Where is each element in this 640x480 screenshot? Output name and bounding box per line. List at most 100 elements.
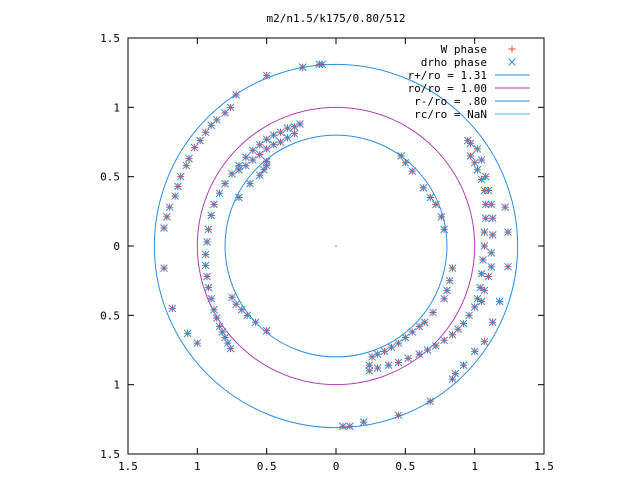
drho-phase-point <box>365 366 374 375</box>
drho-phase-point <box>207 211 216 220</box>
drho-phase-point <box>223 339 232 347</box>
legend-cross-marker <box>508 58 516 66</box>
drho-phase-point <box>276 138 285 146</box>
drho-phase-point <box>397 152 406 160</box>
legend-plus-marker <box>508 45 516 53</box>
drho-phase-point <box>204 283 213 292</box>
drho-phase-point <box>484 186 493 195</box>
drho-phase-point <box>283 124 292 132</box>
drho-phase-point <box>440 294 449 303</box>
drho-phase-point <box>477 297 486 306</box>
drho-phase-point <box>221 179 229 188</box>
x-tick-label: 1.5 <box>534 460 554 473</box>
drho-phase-point <box>182 161 191 170</box>
drho-phase-point <box>290 129 299 138</box>
drho-phase-point <box>298 63 307 71</box>
drho-phase-point <box>415 322 424 331</box>
drho-phase-point <box>440 225 449 234</box>
x-tick-label: 0.5 <box>395 460 415 473</box>
drho-phase-point <box>487 249 496 257</box>
drho-phase-point <box>479 256 487 264</box>
drho-phase-point <box>168 304 177 313</box>
drho-phase-point <box>466 152 475 160</box>
drho-phase-point <box>373 364 382 372</box>
y-tick-label: 1.5 <box>100 448 120 461</box>
drho-phase-point <box>203 237 211 246</box>
drho-phase-point <box>248 146 257 155</box>
drho-phase-point <box>269 131 278 139</box>
drho-phase-point <box>448 375 457 383</box>
drho-phase-point <box>359 418 368 426</box>
drho-phase-point <box>269 140 278 149</box>
drho-phase-point <box>473 165 482 174</box>
drho-phase-point <box>262 161 271 170</box>
drho-phase-point <box>232 90 241 99</box>
y-tick-label: 1 <box>113 379 120 392</box>
drho-phase-point <box>401 333 410 342</box>
drho-phase-point <box>262 135 271 144</box>
drho-phase-point <box>171 192 180 200</box>
drho-phase-point <box>476 283 485 292</box>
drho-phase-point <box>215 322 224 331</box>
drho-phase-point <box>207 121 216 130</box>
drho-phase-point <box>248 156 257 164</box>
drho-phase-point <box>484 272 493 281</box>
drho-phase-point <box>470 158 479 167</box>
drho-phase-point <box>174 182 182 191</box>
drho-phase-point <box>251 318 260 327</box>
drho-phase-point <box>470 347 479 356</box>
drho-phase-point <box>420 318 429 327</box>
drho-phase-point <box>419 183 428 192</box>
drho-phase-point <box>423 346 432 354</box>
drho-phase-point <box>190 143 199 152</box>
drho-phase-point <box>373 350 382 359</box>
x-tick-label: 0.5 <box>257 460 277 473</box>
drho-phase-point <box>394 358 403 367</box>
drho-phase-point <box>481 214 490 223</box>
drho-phase-point <box>201 250 210 259</box>
drho-phase-point <box>262 145 271 153</box>
drho-phase-point <box>365 361 374 370</box>
drho-phase-point <box>504 228 512 236</box>
drho-phase-point <box>255 171 264 180</box>
drho-phase-point <box>226 344 235 353</box>
drho-phase-point <box>480 242 489 250</box>
drho-phase-point <box>448 264 457 273</box>
y-tick-label: 0.5 <box>100 171 120 184</box>
drho-phase-point <box>160 264 168 273</box>
drho-phase-point <box>210 305 218 314</box>
drho-phase-point <box>228 293 236 302</box>
drho-phase-point <box>339 422 347 431</box>
drho-phase-point <box>445 276 454 285</box>
drho-phase-point <box>196 136 204 145</box>
drho-phase-point <box>165 203 174 212</box>
drho-phase-point <box>429 308 437 317</box>
drho-phase-point <box>477 175 486 184</box>
x-tick-label: 1 <box>471 460 478 473</box>
drho-phase-point <box>487 262 496 271</box>
drho-phase-point <box>255 140 264 149</box>
drho-phase-point <box>394 339 403 347</box>
y-tick-label: 1.5 <box>100 32 120 45</box>
reference-circles <box>153 63 519 429</box>
drho-phase-point <box>451 369 460 378</box>
origin-dot <box>335 245 337 247</box>
drho-phase-point <box>488 231 497 239</box>
drho-phase-point <box>501 203 510 212</box>
drho-phase-point <box>440 336 449 345</box>
drho-phase-point <box>201 261 210 270</box>
drho-phase-point <box>290 122 299 131</box>
drho-phase-point <box>235 193 243 202</box>
drho-phase-point <box>318 60 326 69</box>
drho-phase-point <box>480 228 489 236</box>
drho-phase-point <box>473 145 482 153</box>
drho-phase-point <box>176 172 185 181</box>
drho-phase-point <box>466 139 475 148</box>
drho-phase-point <box>408 328 417 336</box>
drho-phase-point <box>283 133 292 142</box>
drho-phase-point <box>504 262 512 271</box>
drho-phase-point <box>185 154 193 163</box>
drho-phase-point <box>426 397 435 406</box>
drho-phase-point <box>243 311 252 320</box>
drho-phase-point <box>262 326 271 335</box>
